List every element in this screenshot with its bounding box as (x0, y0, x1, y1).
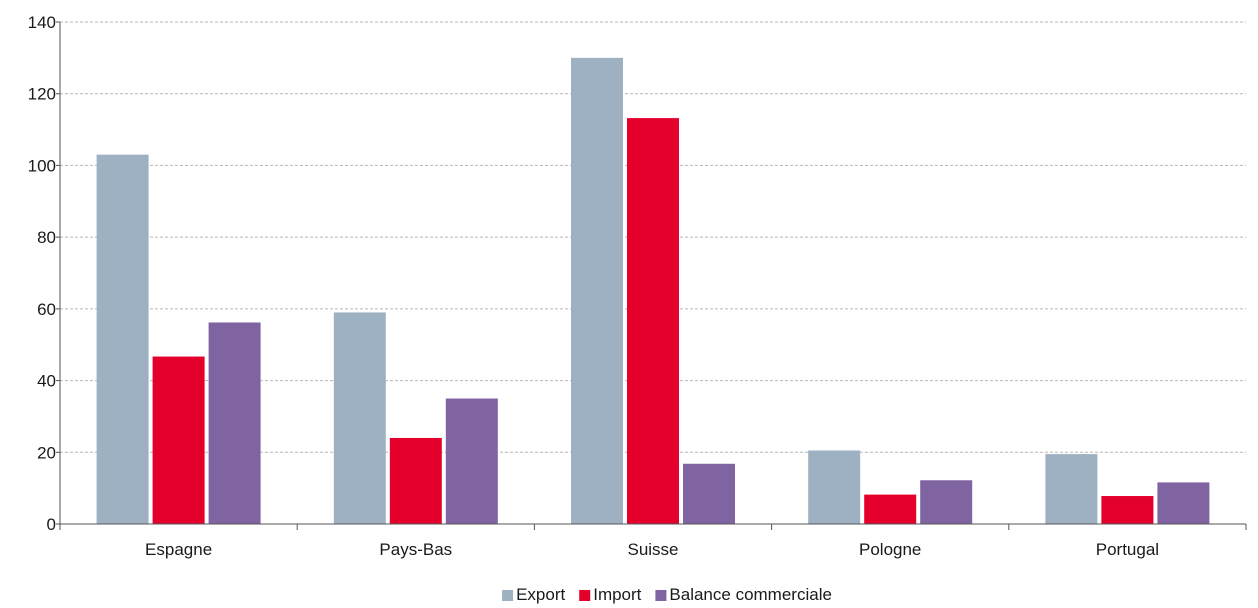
x-tick-label: Espagne (145, 540, 212, 559)
y-tick-label: 20 (37, 443, 56, 462)
legend-label: Export (516, 585, 565, 604)
bar-import-portugal (1101, 496, 1154, 524)
y-tick-label: 140 (28, 13, 56, 32)
y-tick-label: 60 (37, 300, 56, 319)
legend-swatch (502, 590, 514, 601)
y-tick-label: 0 (47, 515, 56, 534)
bars (96, 57, 1210, 525)
legend-item: Balance commerciale (655, 585, 832, 604)
bar-export-pologne (808, 450, 861, 524)
x-tick-label: Portugal (1096, 540, 1159, 559)
x-tick-label: Pays-Bas (379, 540, 452, 559)
bar-export-espagne (96, 154, 149, 524)
x-tick-label: Suisse (627, 540, 678, 559)
legend-item: Import (579, 585, 642, 604)
bar-balance-commerciale-portugal (1157, 482, 1210, 524)
bar-import-pays-bas (389, 437, 442, 524)
bar-export-pays-bas (333, 312, 386, 524)
x-tick-label: Pologne (859, 540, 921, 559)
y-tick-labels: 0 20 40 60 80 100 120 140 (28, 13, 56, 534)
legend-label: Balance commerciale (669, 585, 832, 604)
bar-export-suisse (571, 57, 623, 524)
y-tick-label: 40 (37, 372, 56, 391)
legend-item: Export (502, 585, 565, 604)
y-tick-label: 100 (28, 156, 56, 175)
bar-import-pologne (864, 494, 917, 524)
legend-label: Import (593, 585, 641, 604)
legend: Export Import Balance commerciale (502, 585, 832, 604)
bar-balance-commerciale-espagne (208, 322, 261, 524)
legend-swatch (655, 590, 667, 601)
legend-swatch (579, 590, 591, 601)
y-tick-label: 120 (28, 85, 56, 104)
bar-import-suisse (627, 118, 679, 525)
bar-import-espagne (152, 356, 205, 524)
bar-balance-commerciale-pologne (920, 480, 973, 524)
x-tick-labels: Espagne Pays-Bas Suisse Pologne Portugal (145, 540, 1159, 559)
bar-balance-commerciale-suisse (683, 463, 735, 524)
bar-balance-commerciale-pays-bas (445, 398, 498, 524)
bar-export-portugal (1045, 454, 1098, 524)
y-tick-label: 80 (37, 228, 56, 247)
axes (56, 21, 1247, 530)
